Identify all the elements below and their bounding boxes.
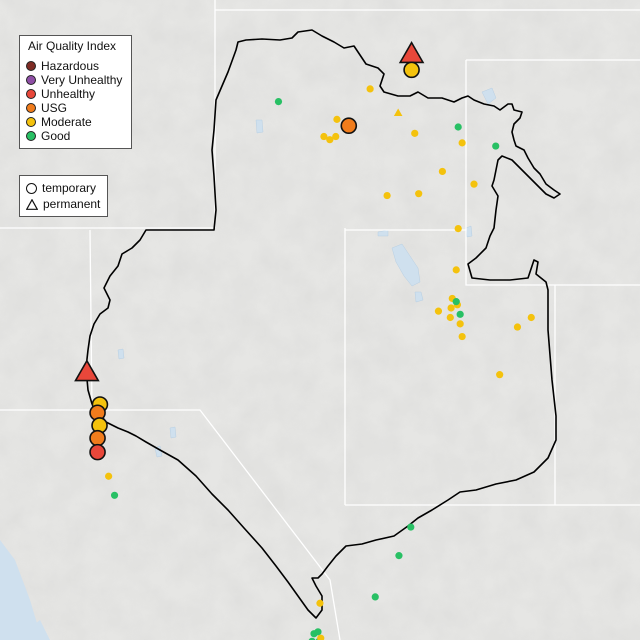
temporary-monitor-marker[interactable] xyxy=(458,139,466,147)
temporary-monitor-marker[interactable] xyxy=(447,304,455,312)
temporary-monitor-marker[interactable] xyxy=(452,298,460,306)
pyramid-lake xyxy=(169,426,177,439)
temporary-monitor-marker[interactable] xyxy=(366,85,374,93)
temporary-monitor-marker[interactable] xyxy=(320,132,328,141)
temporary-monitor-marker[interactable] xyxy=(411,129,419,137)
american-falls-reservoir xyxy=(377,229,389,237)
temporary-monitor-marker[interactable] xyxy=(314,628,322,636)
legend-swatch-unhealthy xyxy=(26,89,36,99)
legend-item-usg: USG xyxy=(26,101,67,115)
temporary-monitor-marker[interactable] xyxy=(496,371,504,379)
legend-swatch-very-unhealthy xyxy=(26,75,36,85)
temporary-monitor-marker[interactable] xyxy=(317,634,325,640)
temporary-monitor-marker[interactable] xyxy=(89,443,106,461)
legend-item-good: Good xyxy=(26,129,70,143)
legend-item-unhealthy: Unhealthy xyxy=(26,87,95,101)
temporary-monitor-marker[interactable] xyxy=(492,142,500,150)
great-salt-lake xyxy=(391,243,421,287)
temporary-monitor-marker[interactable] xyxy=(446,313,454,322)
monitor-type-legend: temporary permanent xyxy=(19,175,108,217)
temporary-monitor-marker[interactable] xyxy=(326,136,334,144)
pacific-ocean xyxy=(0,540,42,640)
legend-item-hazardous: Hazardous xyxy=(26,59,99,73)
temporary-monitor-marker[interactable] xyxy=(452,266,460,274)
legend-item-moderate: Moderate xyxy=(26,115,92,129)
temporary-monitor-marker[interactable] xyxy=(456,310,464,318)
legend-swatch-moderate xyxy=(26,117,36,127)
legend-title: Air Quality Index xyxy=(28,39,117,53)
temporary-monitor-marker[interactable] xyxy=(105,472,113,480)
temporary-monitor-marker[interactable] xyxy=(403,61,420,79)
temporary-monitor-marker[interactable] xyxy=(89,429,106,447)
temporary-monitor-marker[interactable] xyxy=(333,115,341,123)
temporary-monitor-marker[interactable] xyxy=(454,225,462,233)
temporary-monitor-marker[interactable] xyxy=(513,323,522,331)
yellowstone-lake xyxy=(481,87,497,105)
legend-swatch-hazardous xyxy=(26,61,36,71)
upper-klamath-lake xyxy=(117,348,125,360)
temporary-monitor-marker[interactable] xyxy=(470,180,478,188)
temporary-monitor-marker[interactable] xyxy=(454,123,462,131)
temporary-monitor-marker[interactable] xyxy=(415,190,423,198)
temporary-monitor-marker[interactable] xyxy=(340,117,358,135)
temporary-monitor-marker[interactable] xyxy=(383,191,391,200)
temporary-monitor-marker[interactable] xyxy=(527,313,535,322)
temporary-monitor-marker[interactable] xyxy=(438,167,446,176)
utah-lake xyxy=(414,291,424,303)
temporary-monitor-marker[interactable] xyxy=(371,593,379,601)
temporary-monitor-marker[interactable] xyxy=(316,599,324,607)
temporary-monitor-marker[interactable] xyxy=(332,132,340,141)
region-outline xyxy=(85,29,561,619)
legend-item-temporary: temporary xyxy=(26,181,96,195)
temporary-monitor-marker[interactable] xyxy=(434,307,443,315)
monitor-markers xyxy=(74,41,535,640)
lakes xyxy=(117,87,497,458)
legend-item-permanent: permanent xyxy=(26,197,100,211)
bay-water xyxy=(28,620,50,640)
permanent-monitor-marker[interactable] xyxy=(393,108,403,116)
temporary-monitor-marker[interactable] xyxy=(456,320,464,328)
flathead-lake xyxy=(255,119,264,134)
circle-icon xyxy=(26,182,37,194)
temporary-monitor-marker[interactable] xyxy=(308,637,316,640)
bear-lake xyxy=(465,225,473,238)
temporary-monitor-marker[interactable] xyxy=(110,491,119,499)
temporary-monitor-marker[interactable] xyxy=(395,552,403,560)
permanent-monitor-marker[interactable] xyxy=(74,359,100,382)
triangle-icon xyxy=(26,198,38,210)
temporary-monitor-marker[interactable] xyxy=(407,523,415,531)
legend-item-very-unhealthy: Very Unhealthy xyxy=(26,73,122,87)
legend-swatch-usg xyxy=(26,103,36,113)
temporary-monitor-marker[interactable] xyxy=(274,98,283,106)
legend-swatch-good xyxy=(26,131,36,141)
aqi-legend: Air Quality Index Hazardous Very Unhealt… xyxy=(19,35,132,149)
temporary-monitor-marker[interactable] xyxy=(458,332,466,341)
